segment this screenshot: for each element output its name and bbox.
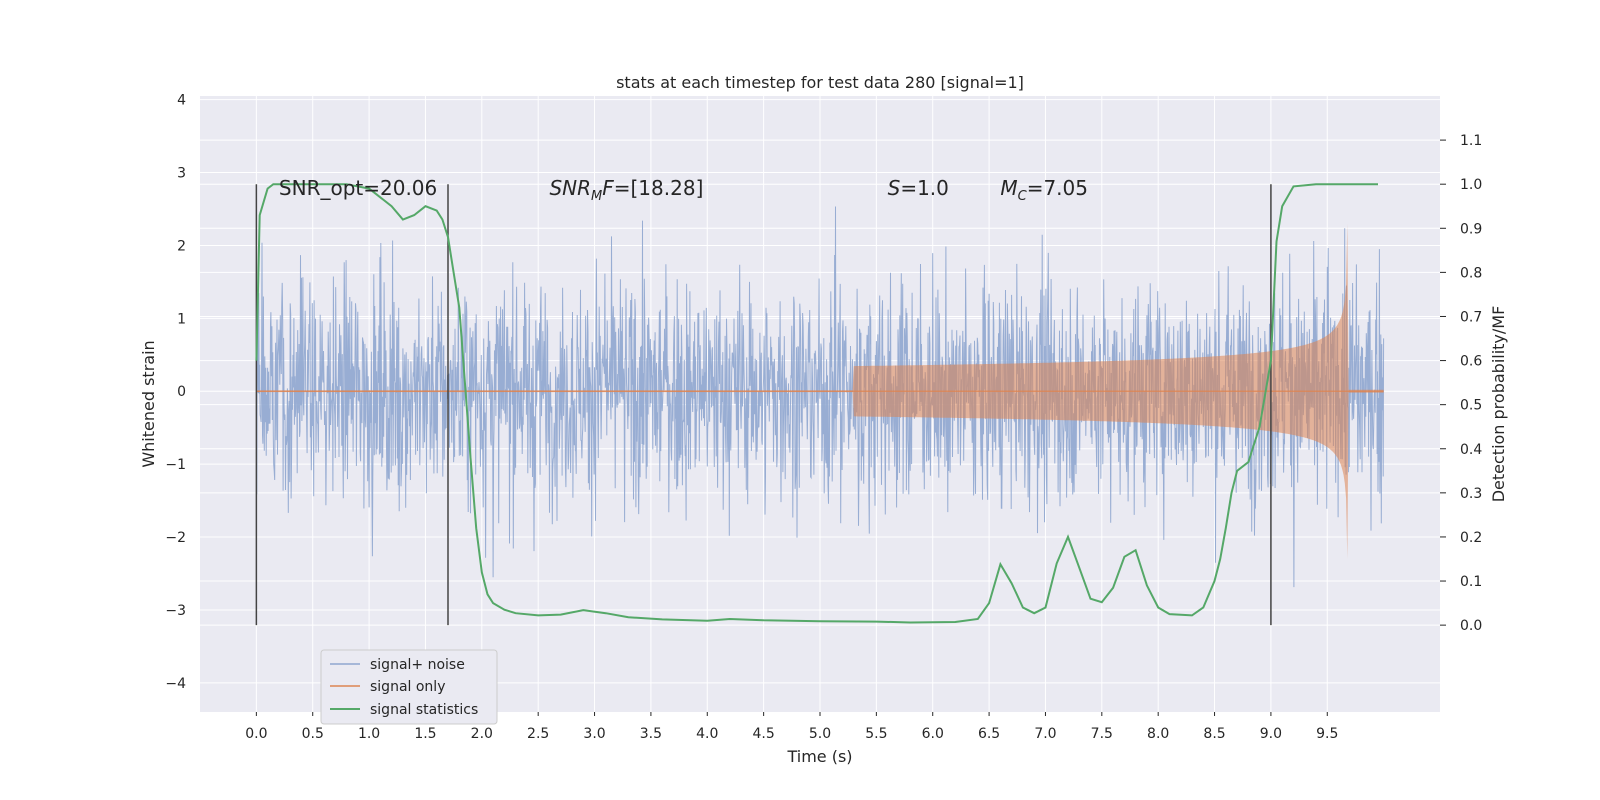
x-tick-label: 8.5	[1203, 726, 1225, 742]
x-tick-label: 6.0	[922, 726, 944, 742]
legend-box	[320, 649, 498, 725]
x-tick-label: 4.0	[696, 726, 718, 742]
x-tick-label: 2.0	[471, 726, 493, 742]
legend-label-statistics: signal statistics	[370, 702, 478, 718]
x-tick-label: 0.5	[302, 726, 324, 742]
y2-tick-labels: 1.1 1.0 0.9 0.8 0.7 0.6 0.5 0.4 0.3 0.2 0.1 0.0	[1440, 133, 1482, 634]
annotation-text: S=1.0	[888, 176, 949, 200]
y2-tick-label: 0.5	[1460, 398, 1482, 414]
y2-tick-label: 0.8	[1460, 265, 1482, 281]
x-tick-label: 5.5	[865, 726, 887, 742]
x-axis-label: Time (s)	[786, 747, 852, 766]
x-tick-label: 0.0	[245, 726, 267, 742]
y-tick-label: 0	[177, 384, 186, 400]
x-tick-label: 7.0	[1034, 726, 1056, 742]
y-tick-label: 2	[177, 238, 186, 254]
y2-tick-label: 0.9	[1460, 221, 1482, 237]
y-tick-label: −4	[165, 676, 186, 692]
annotation-text: SNRMF=[18.28]	[549, 176, 703, 204]
signal-statistics-series	[255, 183, 1378, 624]
x-tick-label: 2.5	[527, 726, 549, 742]
legend-label-noise: signal+ noise	[370, 657, 465, 673]
legend-label-signal: signal only	[370, 679, 445, 695]
x-tick-labels: 0.0 0.5 1.0 1.5 2.0 2.5 3.0 3.5 4.0 4.5 5.0 5.5 6.0 6…	[245, 712, 1338, 742]
annotation-text: SNR_opt=20.06	[279, 176, 437, 200]
signal-statistics-line	[255, 183, 1378, 624]
y-tick-label: 4	[177, 93, 186, 109]
y2-tick-label: 0.6	[1460, 354, 1482, 370]
signal-only-series	[256, 223, 1384, 559]
y2-tick-label: 0.1	[1460, 574, 1482, 590]
x-tick-label: 8.0	[1147, 726, 1169, 742]
vertical-markers	[255, 184, 1272, 626]
y-axis-label: Whitened strain	[139, 340, 158, 467]
y-tick-label: 1	[177, 311, 186, 327]
x-tick-label: 6.5	[978, 726, 1000, 742]
x-tick-label: 9.5	[1316, 726, 1338, 742]
y2-axis-label: Detection probability/MF	[1489, 306, 1508, 503]
y2-tick-label: 0.2	[1460, 530, 1482, 546]
y2-tick-label: 1.1	[1460, 133, 1482, 149]
y-tick-labels: 4 3 2 1 0 −1 −2 −3 −4	[165, 93, 186, 692]
y2-tick-label: 0.4	[1460, 442, 1482, 458]
chart-title: stats at each timestep for test data 280…	[616, 73, 1024, 92]
x-tick-label: 9.0	[1260, 726, 1282, 742]
x-tick-label: 5.0	[809, 726, 831, 742]
y-tick-label: −2	[165, 530, 186, 546]
x-tick-label: 3.5	[640, 726, 662, 742]
x-tick-label: 7.5	[1091, 726, 1113, 742]
y2-tick-label: 0.7	[1460, 309, 1482, 325]
y2-tick-label: 1.0	[1460, 177, 1482, 193]
x-tick-label: 4.5	[753, 726, 775, 742]
legend: signal+ noise signal only signal statist…	[320, 649, 498, 725]
y2-tick-label: 0.3	[1460, 486, 1482, 502]
y-tick-label: −1	[165, 457, 186, 473]
y-tick-label: 3	[177, 166, 186, 182]
y2-tick-label: 0.0	[1460, 618, 1482, 634]
x-tick-label: 1.5	[414, 726, 436, 742]
x-tick-label: 1.0	[358, 726, 380, 742]
annotation-text: MC=7.05	[1000, 176, 1088, 204]
y-tick-label: −3	[165, 603, 186, 619]
x-tick-label: 3.0	[583, 726, 605, 742]
annotations: SNR_opt=20.06 SNRMF=[18.28] S=1.0 MC=7.05	[279, 176, 1088, 204]
